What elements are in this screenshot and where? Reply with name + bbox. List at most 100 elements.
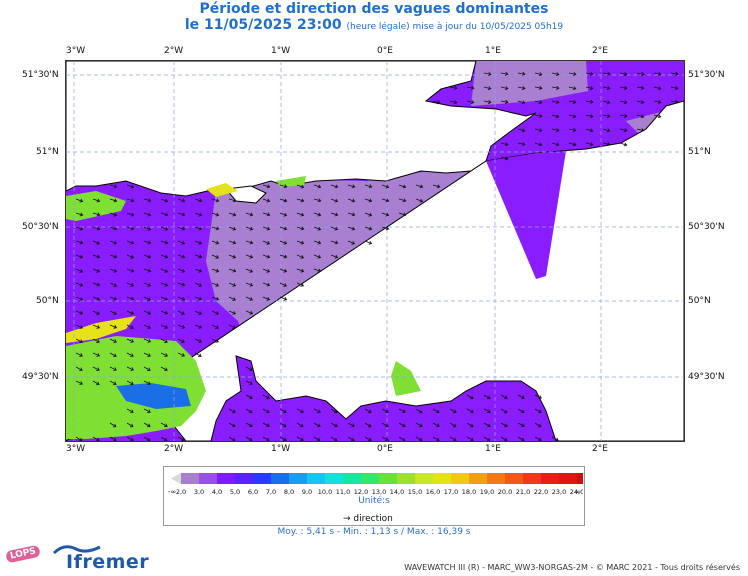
direction-arrow <box>126 240 134 244</box>
direction-arrowhead <box>130 226 135 231</box>
legend-value-label: 4,0 <box>212 488 222 496</box>
direction-arrowhead <box>317 184 322 189</box>
direction-arrow <box>585 86 593 90</box>
direction-arrowhead <box>249 297 254 301</box>
direction-arrow <box>330 226 338 230</box>
direction-arrow <box>568 128 576 131</box>
direction-arrowhead <box>300 240 305 245</box>
direction-arrow <box>483 422 491 427</box>
direction-arrow <box>296 436 304 441</box>
direction-arrow <box>194 198 202 202</box>
direction-arrowhead <box>521 86 526 90</box>
legend-swatch <box>343 473 361 484</box>
direction-arrowhead <box>538 437 542 441</box>
direction-arrow <box>126 380 134 385</box>
direction-arrowhead <box>300 409 304 414</box>
direction-arrow <box>381 422 389 427</box>
direction-arrow <box>313 226 321 230</box>
direction-arrowhead <box>368 240 373 245</box>
direction-arrowhead <box>266 184 271 189</box>
direction-arrow <box>177 338 185 343</box>
direction-arrow <box>211 310 219 315</box>
direction-arrowhead <box>266 409 270 414</box>
direction-arrowhead <box>79 297 84 301</box>
direction-arrow <box>143 282 151 287</box>
direction-arrow <box>75 198 83 202</box>
direction-arrow <box>194 240 202 244</box>
direction-arrow <box>177 254 185 258</box>
direction-arrow <box>364 240 372 244</box>
direction-arrowhead <box>147 268 152 273</box>
direction-arrow <box>483 394 491 399</box>
legend-value-label: 9,0 <box>302 488 312 496</box>
direction-arrowhead <box>130 268 135 273</box>
direction-arrow <box>432 408 440 413</box>
direction-arrowhead <box>198 353 202 358</box>
direction-arrow <box>75 212 83 216</box>
map-svg <box>66 61 684 441</box>
direction-arrow <box>415 422 423 427</box>
direction-arrow <box>449 100 457 104</box>
direction-arrowhead <box>521 409 525 414</box>
direction-arrowhead <box>384 423 389 428</box>
direction-arrow <box>126 282 134 287</box>
direction-arrow <box>262 226 270 230</box>
direction-arrow <box>296 240 304 244</box>
direction-arrow <box>534 114 542 117</box>
direction-arrowhead <box>300 437 304 441</box>
direction-arrow <box>126 366 134 371</box>
direction-arrowhead <box>538 128 543 133</box>
direction-arrow <box>194 352 202 357</box>
direction-arrowhead <box>640 128 645 133</box>
legend-value-label: 13,0 <box>372 488 386 496</box>
direction-arrow <box>483 72 491 75</box>
direction-arrowhead <box>198 212 203 217</box>
direction-arrowhead <box>334 184 339 189</box>
direction-arrow <box>75 338 83 343</box>
direction-arrow <box>262 240 270 245</box>
direction-arrowhead <box>113 184 118 189</box>
direction-arrowhead <box>555 128 560 133</box>
direction-arrow <box>109 422 117 428</box>
direction-arrow <box>517 394 525 399</box>
lat-label-right-1: 51°N <box>688 147 711 157</box>
direction-arrow <box>228 324 236 329</box>
direction-arrowhead <box>215 311 220 315</box>
direction-arrowhead <box>316 437 321 441</box>
direction-arrowhead <box>555 142 560 147</box>
page-subtitle: le 11/05/2025 23:00 (heure légale) mise … <box>0 17 748 33</box>
direction-arrow <box>347 422 355 427</box>
lat-label-left-1: 51°N <box>36 147 59 157</box>
direction-arrowhead <box>283 240 288 245</box>
direction-arrow <box>568 142 576 146</box>
direction-arrow <box>415 198 423 202</box>
direction-arrowhead <box>164 297 169 301</box>
direction-arrow <box>245 240 253 244</box>
direction-arrowhead <box>266 268 271 273</box>
lon-label-top-4: 1°E <box>485 46 501 56</box>
direction-arrow <box>551 436 559 441</box>
direction-arrow <box>636 114 644 118</box>
direction-arrowhead <box>147 212 152 217</box>
direction-arrowhead <box>96 212 101 217</box>
direction-arrowhead <box>79 212 84 217</box>
direction-arrow <box>245 282 253 286</box>
direction-arrow <box>160 366 168 371</box>
direction-arrowhead <box>266 240 271 245</box>
direction-arrowhead <box>181 282 186 287</box>
direction-arrowhead <box>113 339 117 343</box>
direction-arrow <box>228 254 236 259</box>
lon-label-bottom-2: 1°W <box>271 444 291 454</box>
direction-arrow <box>296 254 304 259</box>
direction-arrowhead <box>283 212 288 217</box>
direction-arrow <box>75 436 83 441</box>
direction-arrowhead <box>487 409 491 413</box>
direction-arrow <box>126 324 134 329</box>
wave-period-map[interactable] <box>65 60 685 442</box>
direction-arrow <box>534 436 542 441</box>
direction-arrow <box>194 268 202 272</box>
direction-arrowhead <box>113 324 118 329</box>
direction-arrowhead <box>181 240 186 245</box>
direction-arrowhead <box>606 114 611 119</box>
direction-arrow <box>619 114 627 117</box>
